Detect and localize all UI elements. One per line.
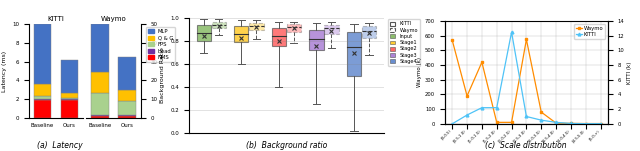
KITTI (508, 31, 515, 33)
Bar (61, 93, 79, 98)
Title: KITTI: KITTI (47, 16, 65, 22)
Line: Waymo: Waymo (451, 38, 602, 125)
KITTI (552, 121, 560, 123)
Bar (91, 115, 109, 116)
Bar (118, 101, 136, 115)
Bar (118, 116, 136, 118)
Bar (118, 57, 136, 90)
Bar (249, 23, 264, 30)
KITTI (478, 107, 486, 109)
Y-axis label: Waymo (k): Waymo (k) (417, 58, 422, 87)
Bar (33, 99, 51, 100)
Bar (33, 96, 51, 99)
Bar (118, 115, 136, 116)
Bar (91, 72, 109, 93)
Bar (196, 25, 211, 41)
Y-axis label: Background Ratio: Background Ratio (160, 48, 164, 103)
Waymo (508, 121, 515, 123)
Legend: Waymo, KITTI: Waymo, KITTI (573, 24, 605, 39)
Title: Waymo: Waymo (100, 16, 127, 22)
KITTI (522, 116, 530, 117)
Waymo (582, 123, 589, 124)
Bar (33, 84, 51, 96)
Bar (347, 32, 361, 76)
Bar (61, 98, 79, 99)
Legend: MLP, Q & G, FPS, Head, NMS: MLP, Q & G, FPS, Head, NMS (146, 27, 175, 62)
Waymo (596, 123, 604, 124)
Bar (91, 93, 109, 115)
Waymo (538, 111, 545, 113)
Bar (309, 30, 324, 50)
Bar (324, 25, 339, 34)
Waymo (449, 39, 456, 41)
KITTI (582, 123, 589, 125)
Text: (c)  Scale distribution: (c) Scale distribution (485, 141, 567, 150)
KITTI (596, 123, 604, 125)
Bar (91, 116, 109, 118)
Bar (33, 24, 51, 84)
Bar (61, 99, 79, 100)
Bar (61, 60, 79, 93)
KITTI (567, 123, 575, 124)
Waymo (463, 95, 471, 97)
KITTI (538, 119, 545, 121)
Bar (118, 90, 136, 101)
Text: (b)  Background ratio: (b) Background ratio (246, 141, 327, 150)
Waymo (552, 122, 560, 124)
Bar (287, 24, 301, 32)
Bar (272, 28, 286, 46)
KITTI (449, 123, 456, 125)
Waymo (522, 39, 530, 40)
Bar (61, 100, 79, 118)
KITTI (463, 114, 471, 116)
Bar (234, 26, 248, 42)
Y-axis label: KITTI (k): KITTI (k) (627, 61, 632, 84)
Line: KITTI: KITTI (451, 31, 602, 125)
Bar (91, 24, 109, 72)
Waymo (478, 61, 486, 63)
Waymo (493, 121, 500, 123)
Waymo (567, 122, 575, 124)
Y-axis label: Latency (ms): Latency (ms) (1, 50, 6, 92)
Bar (212, 22, 226, 28)
Legend: KITTI, Waymo, Input, Stage1, Stage2, Stage3, Stage4: KITTI, Waymo, Input, Stage1, Stage2, Sta… (388, 19, 420, 66)
KITTI (493, 107, 500, 109)
Bar (33, 100, 51, 118)
Text: (a)  Latency: (a) Latency (36, 141, 83, 150)
Bar (362, 26, 376, 38)
